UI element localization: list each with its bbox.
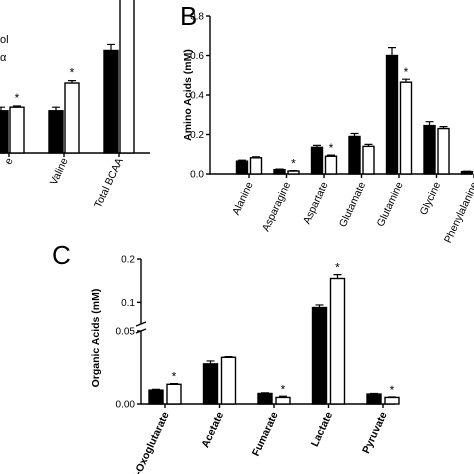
bar [275,396,291,405]
category-label: Pyruvate [360,410,390,455]
y-axis-label: Amino Acids (mM) [182,49,194,141]
bar [348,135,361,175]
category-label: 2-Oxoglutarate [130,410,172,474]
y-tick-label: 0.00 [116,400,136,411]
bar [329,277,346,405]
bar [64,82,80,154]
bar [324,155,338,175]
bar [460,170,474,175]
category-label: Aspartate [301,180,331,226]
error-bar [402,78,410,83]
bar [119,0,135,154]
bar [362,145,375,175]
y-tick-label: 0.2 [190,130,204,141]
bar [385,54,399,175]
significance-star: * [390,383,395,397]
error-bar [13,105,21,108]
bar [273,168,286,175]
category-label: Glutamate [337,180,368,229]
error-bar [275,168,284,170]
y-tick-label: 0.1 [121,298,135,309]
category-label: Lactate [309,410,335,449]
bar [48,110,64,154]
error-bar [152,388,160,391]
significance-star: * [329,141,334,155]
bar [220,356,237,405]
error-bar [68,80,76,84]
error-bar [350,132,359,137]
significance-star: * [335,261,340,275]
error-bar [364,143,373,147]
error-bar [206,360,215,364]
category-label: Phenylalanine [442,180,474,245]
y-axis-label: Organic Acids (mM) [90,289,102,388]
error-bar [425,121,434,126]
panel-c: 0.00 0.05 0.1 0.2 Organic Acids (mM) * 2-Oxogl… [90,255,400,474]
category-label: e [2,156,15,167]
error-bar [252,156,260,158]
error-bar [388,47,396,56]
y-tick-label: 0.4 [190,91,204,102]
bar [202,363,219,405]
y-tick-label: 0.6 [190,51,204,62]
error-bar [370,392,378,395]
error-bar [261,392,269,394]
bar [103,49,119,154]
bar [166,383,182,405]
error-bar [333,274,342,279]
category-label: Acetate [199,410,226,450]
bar [384,396,400,405]
bar [310,146,324,175]
bar [287,170,300,175]
y-tick-label: 0.0 [190,170,204,181]
panel-label-b: B [180,1,197,31]
error-bar [315,304,324,308]
significance-star: * [172,370,177,384]
bar [9,106,25,154]
error-bar [439,126,448,129]
significance-star: * [281,382,286,396]
panel-b: 0.0 0.2 0.4 0.6 0.8 Amino Acids (mM) Alanine * A… [182,12,474,245]
error-bar [224,355,233,358]
significance-star: * [70,66,75,80]
y-tick-label: 0.8 [190,12,204,23]
legend-entry: α [0,52,7,64]
error-bar [107,43,115,51]
error-bar [279,395,287,398]
y-tick-label: 0.05 [116,327,136,338]
error-bar [170,382,178,385]
significance-star: * [404,65,409,79]
y-tick-label: 0.2 [121,255,135,266]
error-bar [238,159,246,162]
category-label: Valine [48,156,71,187]
bar [437,127,450,175]
bar [366,393,382,405]
error-bar [313,144,321,148]
category-label: Alanine [230,180,256,217]
legend-entry: ol [0,34,9,46]
category-label: Glycine [418,180,444,217]
category-label: Asparagine [260,180,293,233]
bar [257,392,273,405]
category-label: Glutamine [375,180,406,229]
error-bar [52,106,60,111]
bar [399,81,413,175]
bar [423,124,436,175]
bar [148,389,164,405]
error-bar [0,106,5,111]
bar [311,306,328,405]
bar [0,110,9,154]
bar [249,157,263,175]
category-label: Total BCAA [92,156,126,210]
significance-star: * [291,157,296,171]
significance-star: * [15,91,20,105]
error-bar [327,154,335,157]
bar [235,160,249,175]
category-label: Fumarate [250,410,281,458]
panel-label-c: C [52,240,71,270]
